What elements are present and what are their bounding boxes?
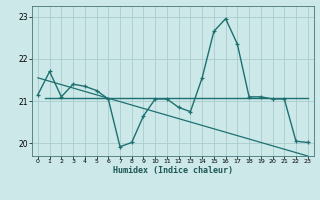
X-axis label: Humidex (Indice chaleur): Humidex (Indice chaleur) [113,166,233,175]
